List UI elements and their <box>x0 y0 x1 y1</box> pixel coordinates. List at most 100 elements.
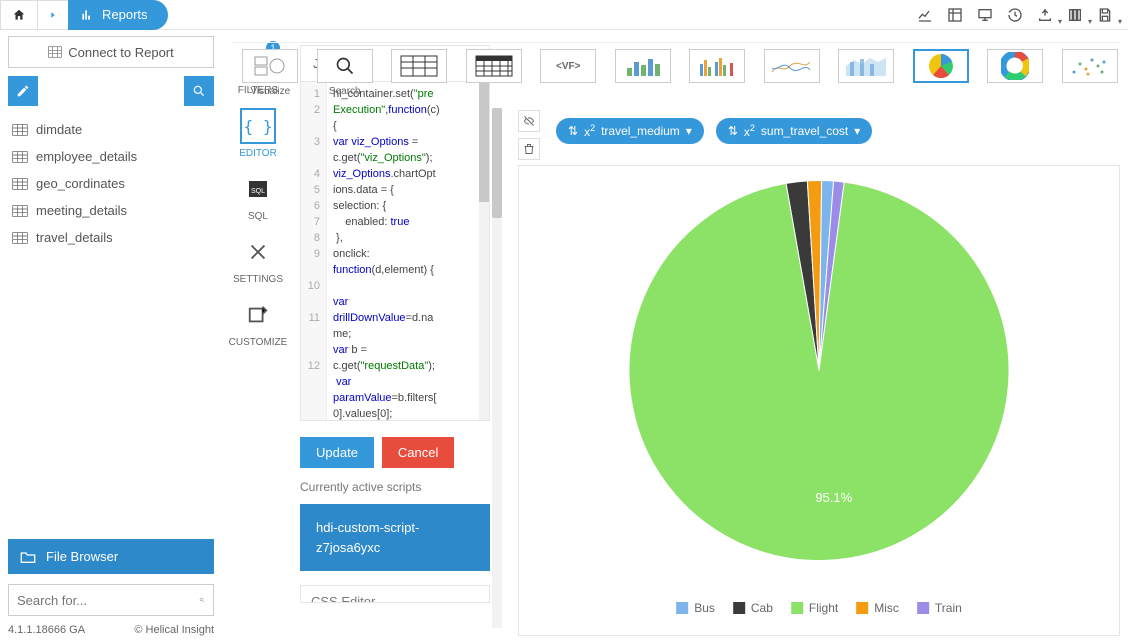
legend-label: Train <box>935 601 962 615</box>
code-scrollbar[interactable] <box>479 82 489 420</box>
sidebar-edit-button[interactable] <box>8 76 38 106</box>
table-item-meeting[interactable]: meeting_details <box>8 197 214 224</box>
copyright-label: © Helical Insight <box>134 624 214 636</box>
table-item-geo[interactable]: geo_cordinates <box>8 170 214 197</box>
ct-search[interactable]: Search <box>315 49 376 96</box>
tool-columns[interactable] <box>1062 2 1088 28</box>
tool-history[interactable] <box>1002 2 1028 28</box>
columns-icon <box>1067 7 1083 23</box>
eye-off-icon <box>523 115 535 127</box>
tool-export[interactable] <box>1032 2 1058 28</box>
table-item-dimdate[interactable]: dimdate <box>8 116 214 143</box>
chip-sum-travel-cost[interactable]: ⇅x2sum_travel_cost▾ <box>716 118 872 144</box>
nav-sql[interactable]: SQL SQL <box>224 171 292 222</box>
active-script-chip[interactable]: hdi-custom-script-z7josa6yxc <box>300 504 490 571</box>
donut-icon <box>1001 52 1029 80</box>
tool-insight[interactable] <box>912 2 938 28</box>
nav-customize[interactable]: CUSTOMIZE <box>224 297 292 348</box>
ct-visualize[interactable]: Visualize <box>240 49 301 96</box>
table-icon <box>12 151 28 163</box>
nav-label: SETTINGS <box>224 274 292 285</box>
version-row: 4.1.1.18666 GA © Helical Insight <box>8 624 214 636</box>
css-editor-title[interactable]: CSS Editor <box>300 585 490 603</box>
left-sidebar: Connect to Report dimdate employee_detai… <box>8 36 214 251</box>
tool-dashboard[interactable] <box>942 2 968 28</box>
panel-scrollbar[interactable] <box>492 108 502 628</box>
area-icon <box>844 54 888 78</box>
legend-item[interactable]: Bus <box>676 601 715 615</box>
legend-item[interactable]: Train <box>917 601 962 615</box>
chip-travel-medium[interactable]: ⇅x2travel_medium▾ <box>556 118 704 144</box>
braces-icon: { } <box>244 117 273 136</box>
legend-swatch <box>676 602 688 614</box>
table-icon <box>12 178 28 190</box>
crosstab-icon <box>474 54 514 78</box>
ct-table[interactable] <box>389 49 450 96</box>
code-editor[interactable]: 123456789101112 hi_container.set("preExe… <box>300 81 490 421</box>
chart-legend: Bus Cab Flight Misc Train <box>676 601 962 615</box>
table-label: geo_cordinates <box>36 176 125 191</box>
ct-vf[interactable]: <VF> <box>538 49 599 96</box>
search-icon <box>192 84 206 98</box>
ct-pie[interactable] <box>911 49 972 96</box>
topbar-tools <box>912 2 1128 28</box>
table-label: travel_details <box>36 230 113 245</box>
legend-item[interactable]: Cab <box>733 601 773 615</box>
chart-type-toolbar: Visualize Search <VF> <box>232 42 1120 96</box>
file-browser-button[interactable]: File Browser <box>8 539 214 574</box>
legend-label: Bus <box>694 601 715 615</box>
connect-report-button[interactable]: Connect to Report <box>8 36 214 68</box>
delete-button[interactable] <box>518 138 540 160</box>
home-button[interactable] <box>0 0 38 30</box>
update-button[interactable]: Update <box>300 437 374 468</box>
global-search[interactable] <box>8 584 214 616</box>
scatter-icon <box>1068 54 1112 78</box>
visualize-icon <box>253 55 287 77</box>
legend-item[interactable]: Flight <box>791 601 838 615</box>
ct-area[interactable] <box>836 49 897 96</box>
pie-center-label: 95.1% <box>815 490 852 505</box>
table-small-icon <box>48 46 62 58</box>
table-label: meeting_details <box>36 203 127 218</box>
pencil-icon <box>16 84 30 98</box>
breadcrumb-reports-label: Reports <box>102 7 148 22</box>
search-input[interactable] <box>17 593 193 608</box>
history-icon <box>1007 7 1023 23</box>
ct-scatter[interactable] <box>1060 49 1121 96</box>
search-icon <box>199 593 205 607</box>
code-content: hi_container.set("preExecution",function… <box>327 82 489 420</box>
cancel-button[interactable]: Cancel <box>382 437 454 468</box>
chart-icon <box>80 8 94 22</box>
ct-crosstab[interactable] <box>464 49 525 96</box>
ct-label: Visualize <box>250 86 290 96</box>
ct-donut[interactable] <box>985 49 1046 96</box>
line-icon <box>770 54 814 78</box>
table-item-employee[interactable]: employee_details <box>8 143 214 170</box>
sidebar-bottom: File Browser 4.1.1.18666 GA © Helical In… <box>8 539 214 636</box>
breadcrumb-reports[interactable]: Reports <box>68 0 168 30</box>
sidebar-search-button[interactable] <box>184 76 214 106</box>
chart-actions <box>518 110 544 166</box>
legend-label: Flight <box>809 601 838 615</box>
table-item-travel[interactable]: travel_details <box>8 224 214 251</box>
legend-item[interactable]: Misc <box>856 601 899 615</box>
grid-icon <box>947 7 963 23</box>
presentation-icon <box>977 7 993 23</box>
ct-line[interactable] <box>762 49 823 96</box>
hide-button[interactable] <box>518 110 540 132</box>
ct-grouped-bar[interactable] <box>687 49 748 96</box>
tools-icon <box>247 241 269 263</box>
dimension-chips: ⇅x2travel_medium▾ ⇅x2sum_travel_cost▾ <box>556 118 872 144</box>
search-icon <box>335 56 355 76</box>
chip-label: travel_medium <box>601 124 680 138</box>
home-icon <box>12 8 26 22</box>
tool-save[interactable] <box>1092 2 1118 28</box>
code-gutter: 123456789101112 <box>301 82 327 420</box>
nav-editor[interactable]: { } EDITOR <box>224 108 292 159</box>
bar-icon <box>623 54 663 78</box>
legend-swatch <box>733 602 745 614</box>
ct-bar[interactable] <box>613 49 674 96</box>
pie-chart[interactable] <box>619 171 1019 574</box>
nav-settings[interactable]: SETTINGS <box>224 234 292 285</box>
tool-present[interactable] <box>972 2 998 28</box>
